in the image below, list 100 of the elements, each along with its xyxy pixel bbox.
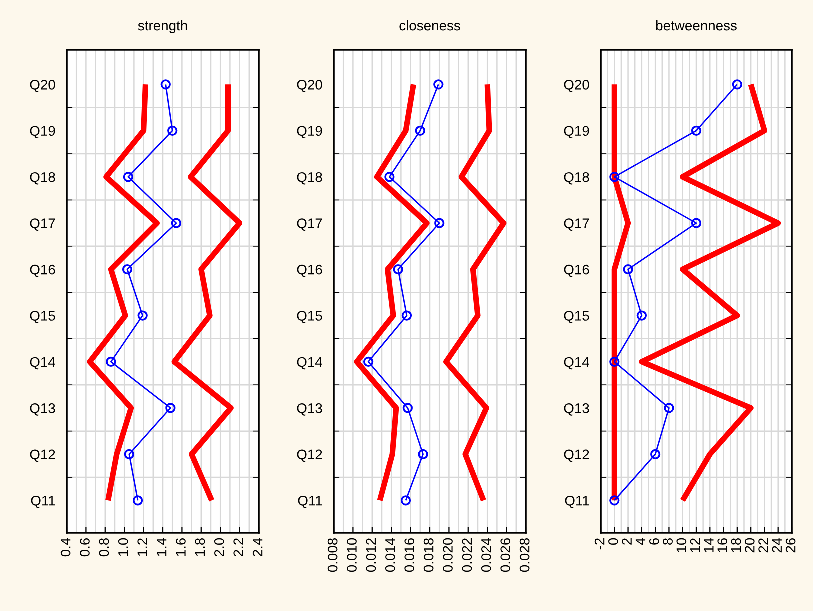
point	[124, 449, 134, 460]
y-tick-label: Q19	[30, 126, 56, 139]
point	[691, 126, 702, 136]
y-tick-label: Q11	[565, 496, 590, 508]
x-tick-label: 0.020	[443, 538, 453, 572]
x-tick-label: 20	[744, 538, 755, 553]
point	[415, 126, 426, 136]
point	[106, 356, 116, 368]
x-tick-label: 6	[649, 538, 660, 545]
point	[400, 496, 412, 506]
x-tick-label: 0.016	[404, 538, 415, 572]
y-tick-label: Q12	[297, 450, 322, 462]
chart-title: betweenness	[656, 20, 737, 31]
x-tick-label: 14	[704, 538, 714, 552]
x-tick-label: 0.008	[328, 538, 338, 572]
x-tick-label: 0.028	[520, 538, 530, 572]
point	[732, 80, 742, 90]
y-tick-label: Q12	[564, 450, 590, 462]
point	[168, 126, 178, 136]
y-tick-label: Q13	[297, 404, 322, 416]
x-tick-label: 0.010	[347, 538, 357, 572]
point	[160, 80, 171, 90]
x-tick-label: 0.024	[481, 538, 492, 572]
x-tick-label: 1.4	[157, 538, 167, 556]
x-tick-label: 12	[690, 538, 700, 552]
x-tick-label: 0.026	[500, 538, 511, 572]
x-tick-label: 0.4	[60, 538, 71, 557]
point	[171, 218, 182, 228]
y-tick-label: Q17	[564, 218, 590, 231]
chart-title: strength	[138, 20, 188, 34]
point	[363, 356, 374, 368]
point	[123, 172, 134, 182]
chart-title: closeness	[400, 20, 460, 31]
y-tick-label: Q18	[30, 172, 56, 185]
y-tick-label: Q16	[297, 264, 322, 278]
x-tick-label: 2.2	[234, 538, 244, 556]
point	[402, 310, 412, 321]
x-tick-label: 18	[731, 538, 742, 552]
y-tick-label: Q16	[30, 264, 56, 278]
x-tick-label: 1.2	[138, 538, 148, 556]
x-tick-label: 0.8	[99, 538, 110, 557]
x-tick-label: 10	[676, 538, 687, 552]
point	[610, 172, 620, 182]
y-tick-label: Q17	[30, 218, 56, 231]
x-tick-label: 4	[636, 538, 646, 546]
y-tick-label: Q14	[30, 357, 56, 370]
x-tick-label: 26	[786, 538, 796, 553]
y-tick-label: Q15	[564, 311, 590, 324]
y-tick-label: Q20	[564, 80, 590, 92]
x-tick-label: 0.022	[462, 538, 472, 572]
point	[610, 496, 620, 506]
x-tick-label: 0.018	[424, 538, 434, 572]
x-tick-label: -2	[594, 538, 605, 550]
y-tick-label: Q13	[564, 404, 590, 416]
x-tick-label: 0.014	[385, 538, 396, 572]
point	[384, 172, 395, 182]
y-tick-label: Q16	[564, 264, 590, 278]
point	[393, 264, 404, 275]
x-tick-label: 0	[608, 538, 618, 546]
y-tick-label: Q19	[297, 126, 322, 139]
point	[610, 356, 620, 368]
y-tick-label: Q19	[564, 126, 590, 139]
y-tick-label: Q14	[297, 357, 322, 370]
x-tick-label: 1.0	[118, 538, 128, 556]
point	[636, 310, 647, 321]
y-tick-label: Q13	[30, 404, 56, 416]
x-tick-label: 1.6	[176, 538, 186, 556]
point	[434, 218, 445, 228]
y-tick-label: Q18	[564, 172, 590, 185]
y-tick-label: Q11	[298, 496, 322, 508]
y-tick-label: Q11	[31, 496, 56, 508]
x-tick-label: 2	[622, 538, 632, 545]
point	[132, 496, 144, 506]
point	[623, 264, 634, 275]
point	[664, 403, 674, 414]
y-tick-label: Q20	[30, 80, 56, 92]
y-tick-label: Q20	[297, 80, 322, 92]
x-tick-label: 1.8	[195, 538, 206, 556]
y-tick-label: Q15	[30, 311, 56, 324]
point	[418, 449, 428, 460]
y-tick-label: Q12	[30, 450, 56, 462]
y-tick-label: Q17	[297, 218, 322, 231]
point	[138, 310, 148, 321]
point	[434, 80, 444, 90]
x-tick-label: 0.012	[366, 538, 376, 572]
point	[166, 403, 176, 414]
x-tick-label: 8	[663, 538, 673, 545]
x-tick-label: 16	[718, 538, 728, 552]
point	[691, 218, 702, 228]
y-tick-label: Q18	[297, 172, 322, 185]
x-tick-label: 2.0	[214, 538, 224, 556]
x-tick-label: 0.6	[80, 538, 90, 557]
x-tick-label: 22	[758, 538, 768, 553]
x-tick-label: 2.4	[252, 538, 263, 556]
y-tick-label: Q15	[297, 311, 322, 324]
point	[402, 403, 413, 414]
x-tick-label: 24	[772, 538, 782, 553]
point	[122, 264, 133, 275]
y-tick-label: Q14	[564, 357, 590, 370]
point	[650, 449, 661, 460]
